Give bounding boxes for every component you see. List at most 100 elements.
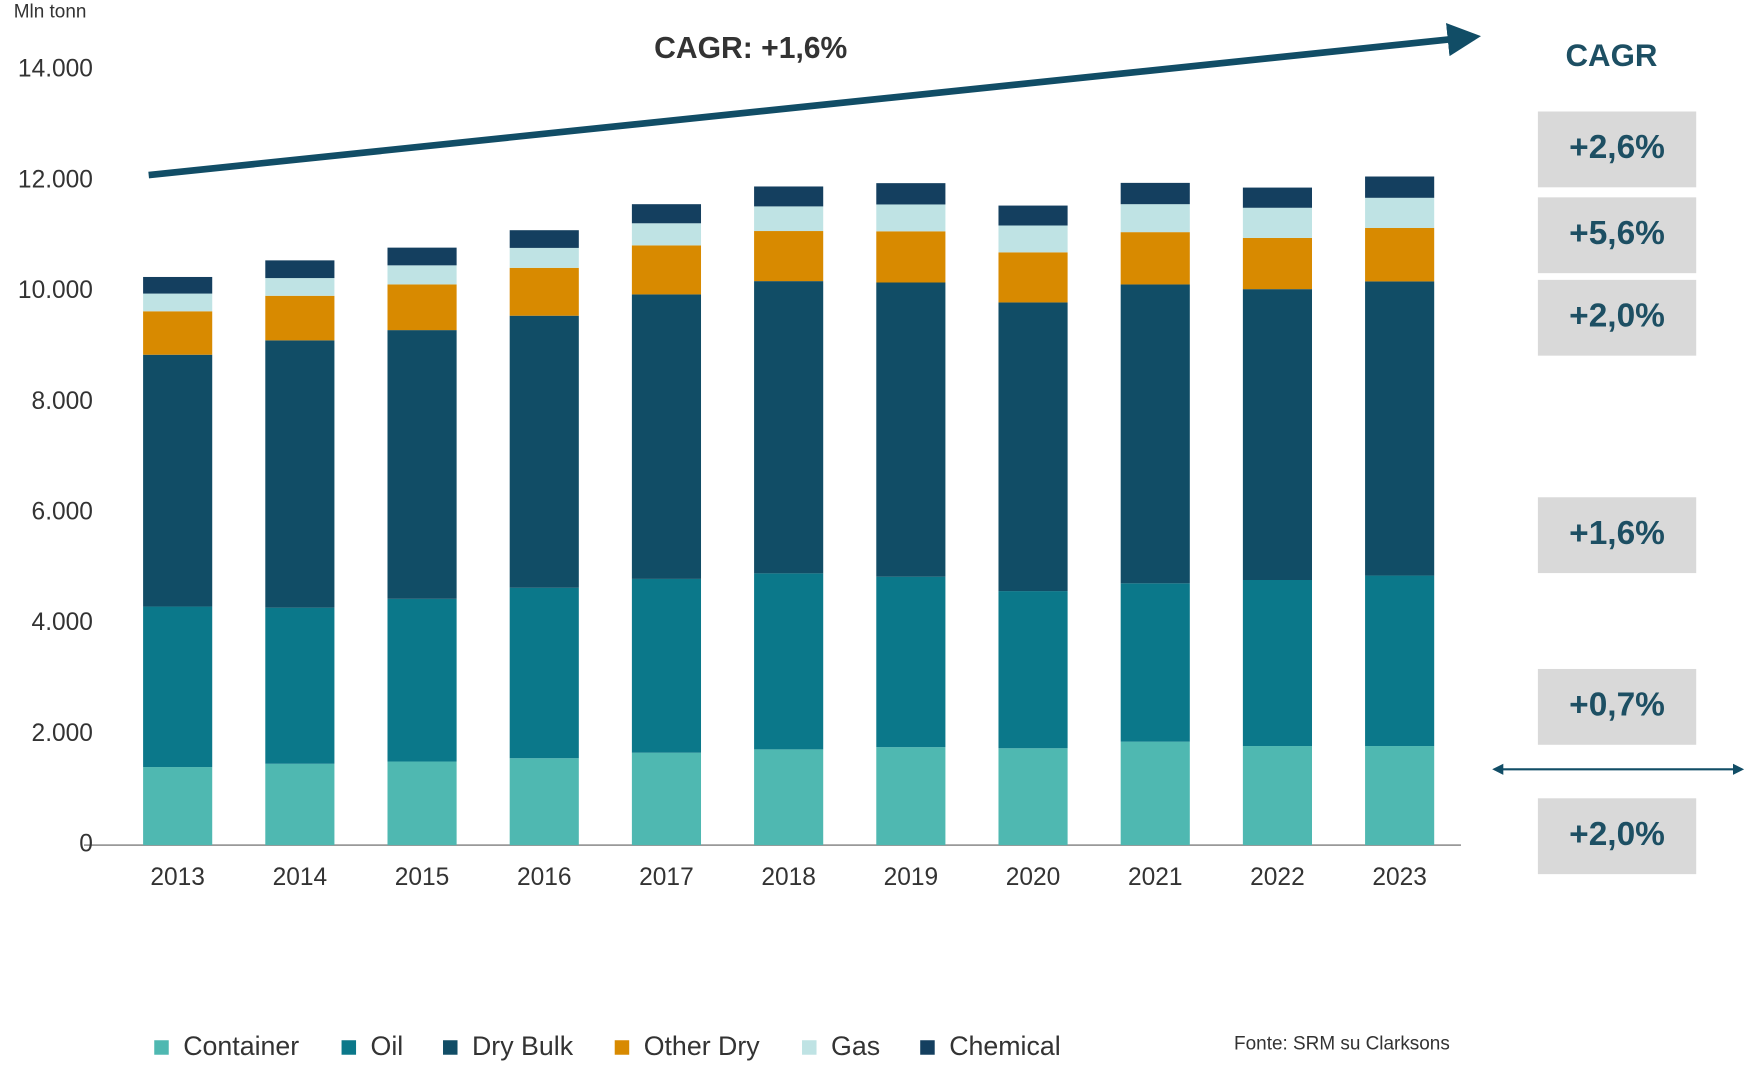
legend-swatch [920, 1040, 935, 1055]
bar-segment [998, 302, 1068, 592]
bar-segment [1120, 741, 1190, 846]
y-unit-label: Mln tonn [14, 1, 87, 22]
bar-segment [754, 186, 824, 207]
bar-segment [876, 282, 946, 577]
bar-segment [265, 278, 335, 296]
bar-segment [876, 231, 946, 283]
bar-segment [631, 245, 702, 295]
bar-segment [509, 758, 579, 846]
legend-label: Gas [831, 1031, 880, 1061]
bar-segment [387, 330, 457, 599]
cagr-box [1537, 111, 1697, 188]
bar-segment [143, 354, 213, 607]
bar-segment [876, 183, 946, 205]
legend-swatch [443, 1040, 458, 1055]
bar-segment [1120, 182, 1190, 205]
cagr-label: +5,6% [1569, 215, 1665, 252]
bar-segment [387, 247, 457, 266]
bar-segment [509, 315, 579, 588]
bar-segment [1365, 176, 1435, 198]
x-tick-label: 2016 [517, 864, 572, 891]
bar-segment [754, 231, 824, 282]
bar-segment [509, 267, 579, 316]
bar-segment [754, 573, 824, 750]
bar-segment [998, 252, 1068, 303]
cagr-box [1537, 668, 1697, 745]
x-tick-label: 2017 [639, 864, 694, 891]
cagr-label: +1,6% [1569, 515, 1665, 552]
y-tick-label: 12.000 [18, 166, 93, 193]
bar-segment [876, 576, 946, 748]
legend-label: Other Dry [644, 1031, 761, 1061]
bar-segment [509, 230, 579, 248]
bar-segment [265, 340, 335, 608]
bar-segment [143, 293, 213, 312]
bar-segment [1242, 580, 1313, 747]
y-tick-label: 6.000 [32, 499, 93, 526]
bar-segment [754, 206, 824, 232]
bar-segment [265, 763, 335, 846]
y-tick-label: 14.000 [18, 56, 93, 83]
bar-segment [631, 223, 702, 246]
bar-segment [1242, 187, 1313, 208]
bar-segment [387, 265, 457, 285]
bar-segment [1365, 746, 1435, 846]
bar-segment [998, 205, 1068, 226]
legend-label: Container [183, 1031, 299, 1061]
bar-segment [1120, 583, 1190, 742]
bar-segment [876, 747, 946, 846]
bar-segment [387, 284, 457, 331]
bar-segment [143, 276, 213, 294]
y-tick-label: 8.000 [32, 388, 93, 415]
x-tick-label: 2013 [150, 864, 205, 891]
x-tick-label: 2023 [1372, 864, 1427, 891]
bar-segment [387, 761, 457, 846]
bar-segment [509, 587, 579, 759]
bar-segment [143, 767, 213, 846]
x-tick-label: 2014 [273, 864, 328, 891]
bar-segment [1120, 232, 1190, 285]
cagr-label: +2,0% [1569, 298, 1665, 335]
x-tick-label: 2021 [1128, 864, 1183, 891]
bar-segment [1242, 237, 1313, 290]
bar-segment [1120, 284, 1190, 584]
bar-segment [998, 591, 1068, 749]
y-tick-label: 0 [79, 831, 93, 858]
bar-segment [631, 752, 702, 846]
legend-label: Chemical [949, 1031, 1061, 1061]
bar-segment [998, 225, 1068, 253]
y-tick-label: 4.000 [32, 609, 93, 636]
bar-segment [265, 260, 335, 279]
source: Fonte: SRM su Clarksons [1234, 1034, 1450, 1055]
y-tick-label: 10.000 [18, 277, 93, 304]
cagr-label: +2,6% [1569, 129, 1665, 166]
bar-segment [754, 749, 824, 846]
trend-arrow [148, 22, 1481, 179]
cagr-box [1537, 798, 1697, 875]
cagr-box [1537, 497, 1697, 574]
x-tick-label: 2018 [761, 864, 816, 891]
cagr-box [1537, 279, 1697, 356]
x-tick-label: 2019 [884, 864, 939, 891]
bar-segment [265, 295, 335, 341]
bar-segment [631, 204, 702, 224]
bar-segment [1242, 207, 1313, 238]
y-tick-label: 2.000 [32, 720, 93, 747]
bar-segment [265, 607, 335, 764]
bar-segment [754, 281, 824, 574]
bar-segment [509, 247, 579, 268]
bar-segment [1242, 289, 1313, 581]
cagr-label: +2,0% [1569, 816, 1665, 853]
bar-segment [1365, 575, 1435, 747]
legend-swatch [802, 1040, 817, 1055]
legend-label: Dry Bulk [472, 1031, 574, 1061]
bar-segment [876, 204, 946, 232]
bar-segment [1365, 227, 1435, 282]
legend-label: Oil [371, 1031, 404, 1061]
bar-segment [143, 606, 213, 768]
bar-segment [1365, 281, 1435, 576]
x-tick-label: 2015 [395, 864, 450, 891]
bar-segment [998, 748, 1068, 846]
